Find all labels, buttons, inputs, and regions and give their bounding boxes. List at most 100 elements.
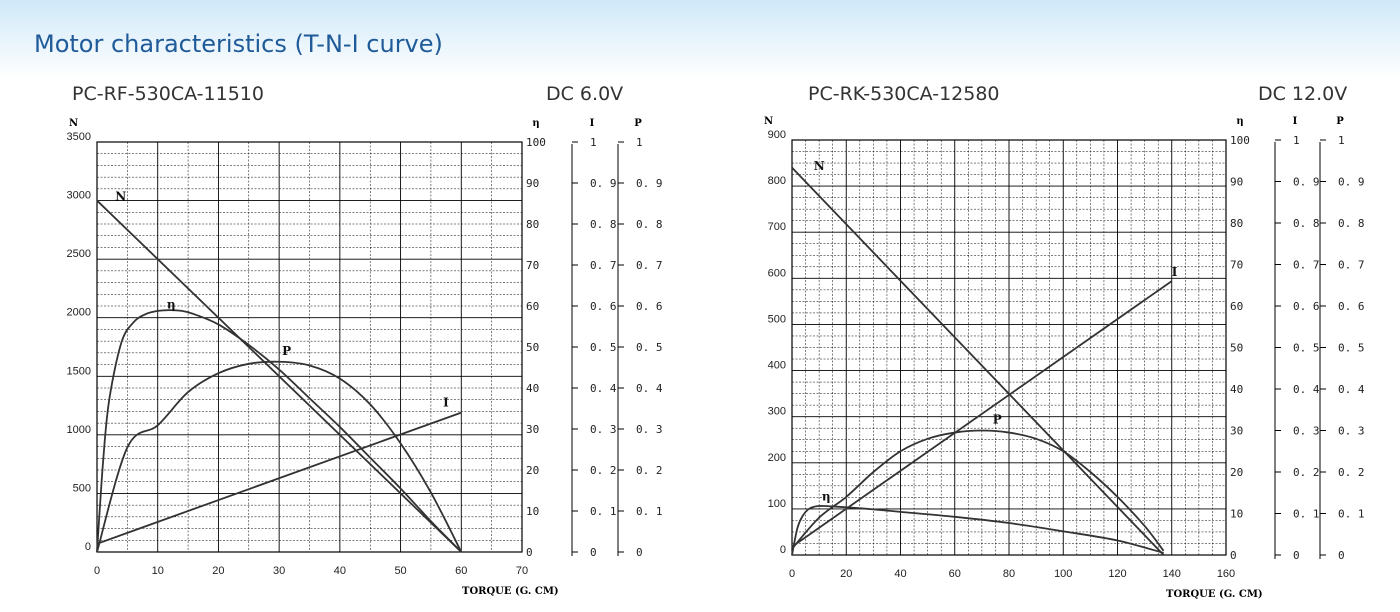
x-tick-label: 80 [1003,568,1015,580]
right-axis-tick-label: 0. 4 [590,382,617,395]
y-tick-label: 3500 [67,131,91,143]
right-axis-tick-label: 0. 5 [1338,342,1365,355]
curve-label-p: P [993,413,1002,427]
x-tick-label: 30 [273,565,285,577]
right-axis-tick-label: 0. 2 [636,464,663,477]
curve-label-eta: η [167,297,176,311]
y-tick-label: 2000 [67,307,91,319]
curve-label-i: I [1172,265,1178,279]
right-axis-tick-label: 10 [526,505,539,518]
series-eta-line [96,309,462,553]
right-axis-title: P [1336,116,1344,127]
right-axis-tick-label: 0. 2 [1293,466,1320,479]
y-tick-label: 900 [768,129,786,141]
right-axis-tick-label: 10 [1230,508,1243,521]
x-tick-label: 50 [394,565,406,577]
right-axis-tick-label: 30 [526,423,539,436]
x-tick-label: 10 [152,565,164,577]
chart-2-model-label: PC-RK-530CA-12580 [808,83,1000,105]
series-eta-line [791,505,1164,556]
right-axis-tick-label: 0. 5 [1293,342,1320,355]
right-axis-tick-label: 1 [590,136,597,149]
right-axis-tick-label: 0. 8 [636,218,663,231]
right-axis-tick-label: 0. 5 [636,341,663,354]
right-axis-tick-label: 90 [1230,176,1243,189]
right-axis-tick-label: 0 [1293,549,1300,562]
right-axis-tick-label: 90 [526,177,539,190]
x-tick-label: 60 [949,568,961,580]
right-axis-tick-label: 30 [1230,425,1243,438]
x-tick-label: 140 [1163,568,1181,580]
x-tick-label: 0 [94,565,100,577]
right-axis-tick-label: 0. 7 [1293,259,1320,272]
x-tick-label: 0 [789,568,795,580]
y-tick-label: 0 [85,541,91,553]
right-axis-tick-label: 0. 7 [1338,259,1365,272]
y-tick-label: 2500 [67,248,91,260]
right-axis-tick-label: 50 [526,341,539,354]
page-title: Motor characteristics (T-N-I curve) [34,30,443,58]
right-axis-tick-label: 0. 1 [636,505,663,518]
series-p-line [791,429,1165,552]
x-axis-title: TORQUE (G. CM) [1166,589,1263,600]
series-i-line [96,411,462,545]
right-axis-tick-label: 0 [1230,549,1237,562]
right-axis-tick-label: 0. 9 [1338,176,1365,189]
y-tick-label: 0 [780,544,786,556]
right-axis-tick-label: 0. 1 [590,505,617,518]
right-axis-tick-label: 0 [526,546,533,559]
x-tick-label: 40 [334,565,346,577]
left-axis-title: N [764,116,773,127]
grid [791,139,1227,556]
right-axis-tick-label: 0. 9 [1293,176,1320,189]
right-axis-tick-label: 0. 6 [1338,300,1365,313]
right-axis-tick-label: 40 [1230,383,1243,396]
y-tick-label: 500 [73,482,91,494]
right-axis-tick-label: 0. 1 [1338,508,1365,521]
right-axis-tick-label: 0. 3 [590,423,617,436]
curve-label-eta: η [822,490,831,504]
right-axis-tick-label: 0. 3 [636,423,663,436]
right-axis-tick-label: 100 [1230,134,1250,147]
right-axis-tick-label: 0. 7 [590,259,617,272]
right-axis-tick-label: 70 [1230,259,1243,272]
right-axis-tick-label: 0. 4 [1293,383,1320,396]
right-axis-tick-label: 0. 3 [1338,425,1365,438]
left-axis-title: N [69,118,78,129]
right-axis-tick-label: 100 [526,136,546,149]
curve-label-i: I [443,396,449,410]
x-tick-label: 120 [1108,568,1126,580]
right-axis-tick-label: 70 [526,259,539,272]
grid [96,141,523,553]
x-tick-label: 70 [516,565,528,577]
right-axis-title: I [590,118,595,129]
right-axis-tick-label: 0. 2 [590,464,617,477]
x-tick-label: 60 [455,565,467,577]
header-band [0,0,1400,80]
plot-border [791,139,1227,556]
y-tick-label: 800 [768,175,786,187]
right-axis-tick-label: 0. 1 [1293,508,1320,521]
right-axis-tick-label: 50 [1230,342,1243,355]
curve-label-n: N [115,190,126,204]
right-axis-tick-label: 60 [1230,300,1243,313]
right-axis-tick-label: 1 [1338,134,1345,147]
right-axis-tick-label: 40 [526,382,539,395]
right-axis-tick-label: 1 [636,136,643,149]
curve-label-p: P [282,344,291,358]
series-n-line [96,199,462,553]
right-axis-tick-label: 0. 8 [1293,217,1320,230]
y-tick-label: 300 [768,406,786,418]
x-tick-label: 20 [212,565,224,577]
right-axis-title: P [634,118,642,129]
y-tick-label: 600 [768,267,786,279]
right-axis-tick-label: 80 [1230,217,1243,230]
x-axis-title: TORQUE (G. CM) [462,586,559,597]
right-axis-tick-label: 0. 2 [1338,466,1365,479]
plot-border [96,141,523,553]
right-axis-tick-label: 80 [526,218,539,231]
chart-2-voltage-label: DC 12.0V [1258,83,1348,105]
y-tick-label: 200 [768,452,786,464]
y-tick-label: 400 [768,360,786,372]
